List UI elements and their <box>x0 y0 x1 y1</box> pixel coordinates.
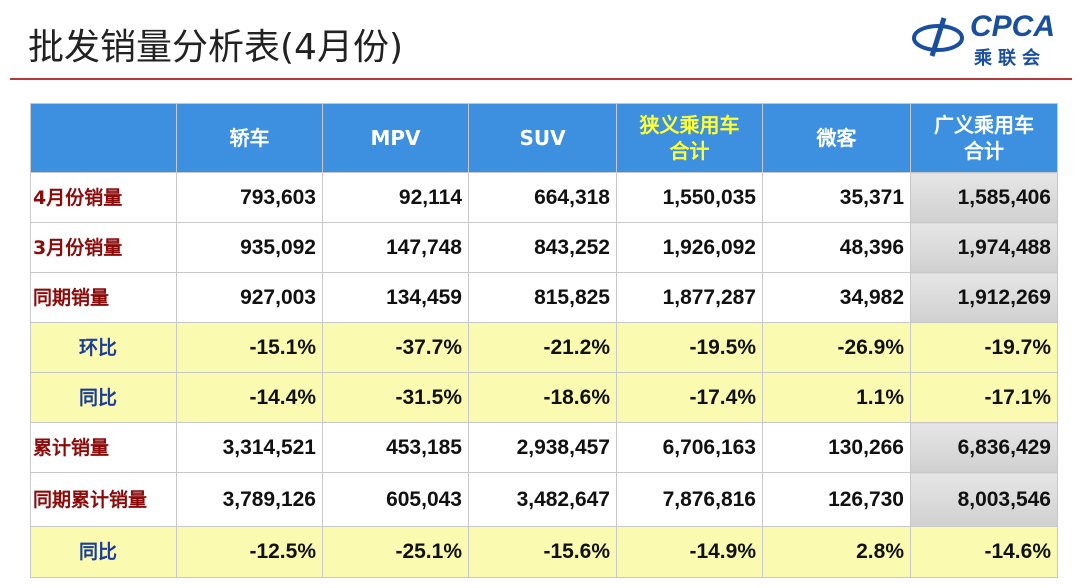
table-row: 同期销量 927,003 134,459 815,825 1,877,287 34,982… <box>30 272 1058 323</box>
header-line: 合计 <box>964 139 1004 163</box>
value-cell: 605,043 <box>322 472 469 527</box>
value-cell: -26.9% <box>762 322 911 373</box>
column-header: MPV <box>322 103 469 173</box>
header-line: 合计 <box>669 139 710 163</box>
value-cell: -37.7% <box>322 322 469 373</box>
value-cell: 8,003,546 <box>910 472 1058 527</box>
logo: CPCA 乘联会 <box>910 8 1060 68</box>
column-header: 轿车 <box>176 103 323 173</box>
value-cell: -19.7% <box>910 322 1058 373</box>
header-line: 狭义乘用车 <box>639 113 740 137</box>
value-cell: -18.6% <box>468 372 617 423</box>
value-cell: 7,876,816 <box>616 472 763 527</box>
value-cell: -17.4% <box>616 372 763 423</box>
value-cell: 6,836,429 <box>910 422 1058 473</box>
value-cell: -31.5% <box>322 372 469 423</box>
logo-main: CPCA <box>970 10 1056 43</box>
value-cell: 843,252 <box>468 222 617 273</box>
value-cell: 147,748 <box>322 222 469 273</box>
value-cell: -17.1% <box>910 372 1058 423</box>
value-cell: 3,789,126 <box>176 472 323 527</box>
logo-icon <box>912 17 964 57</box>
corner-cell <box>30 103 177 173</box>
value-cell: 1,926,092 <box>616 222 763 273</box>
column-header: 微客 <box>762 103 911 173</box>
value-cell: 1,585,406 <box>910 172 1058 223</box>
row-label: 同比 <box>30 372 177 423</box>
value-cell: -14.6% <box>910 526 1058 578</box>
row-label: 4月份销量 <box>30 172 177 223</box>
value-cell: -25.1% <box>322 526 469 578</box>
table-row: 累计销量 3,314,521 453,185 2,938,457 6,706,163 13… <box>30 422 1058 473</box>
row-label: 同期累计销量 <box>30 472 177 527</box>
logo-sub: 乘联会 <box>974 48 1046 68</box>
table-row: 同比 -14.4% -31.5% -18.6% -17.4% 1.1% -17.1% <box>30 372 1058 423</box>
value-cell: 2,938,457 <box>468 422 617 473</box>
sales-table: 轿车 MPV SUV 狭义乘用车 合计 微客 广义乘用车 合计 4月份销量 793,603 92,… <box>30 103 1058 578</box>
value-cell: 1,877,287 <box>616 272 763 323</box>
value-cell: 3,314,521 <box>176 422 323 473</box>
value-cell: -21.2% <box>468 322 617 373</box>
slide-title: 批发销量分析表(4月份) <box>28 27 403 68</box>
table-row: 4月份销量 793,603 92,114 664,318 1,550,035 35,371… <box>30 172 1058 223</box>
value-cell: 935,092 <box>176 222 323 273</box>
value-cell: 34,982 <box>762 272 911 323</box>
value-cell: 6,706,163 <box>616 422 763 473</box>
value-cell: 1,974,488 <box>910 222 1058 273</box>
value-cell: 1,550,035 <box>616 172 763 223</box>
column-header: SUV <box>468 103 617 173</box>
value-cell: 815,825 <box>468 272 617 323</box>
value-cell: 126,730 <box>762 472 911 527</box>
value-cell: -14.4% <box>176 372 323 423</box>
table-row: 环比 -15.1% -37.7% -21.2% -19.5% -26.9% -19.7% <box>30 322 1058 373</box>
table-row: 同比 -12.5% -25.1% -15.6% -14.9% 2.8% -14.6% <box>30 526 1058 578</box>
value-cell: 2.8% <box>762 526 911 578</box>
value-cell: -14.9% <box>616 526 763 578</box>
value-cell: 1.1% <box>762 372 911 423</box>
value-cell: 1,912,269 <box>910 272 1058 323</box>
value-cell: 793,603 <box>176 172 323 223</box>
value-cell: 927,003 <box>176 272 323 323</box>
value-cell: 664,318 <box>468 172 617 223</box>
value-cell: 130,266 <box>762 422 911 473</box>
value-cell: 3,482,647 <box>468 472 617 527</box>
value-cell: 35,371 <box>762 172 911 223</box>
table-row: 同期累计销量 3,789,126 605,043 3,482,647 7,876,816… <box>30 472 1058 527</box>
title-rule <box>10 78 1072 80</box>
header-line: 广义乘用车 <box>934 113 1034 137</box>
column-header: 广义乘用车 合计 <box>910 103 1058 173</box>
header-row: 轿车 MPV SUV 狭义乘用车 合计 微客 广义乘用车 合计 <box>30 103 1058 173</box>
row-label: 同比 <box>30 526 177 578</box>
value-cell: -19.5% <box>616 322 763 373</box>
row-label: 3月份销量 <box>30 222 177 273</box>
row-label: 同期销量 <box>30 272 177 323</box>
value-cell: -12.5% <box>176 526 323 578</box>
value-cell: 134,459 <box>322 272 469 323</box>
value-cell: 48,396 <box>762 222 911 273</box>
value-cell: 92,114 <box>322 172 469 223</box>
table-row: 3月份销量 935,092 147,748 843,252 1,926,092 48,39… <box>30 222 1058 273</box>
row-label: 环比 <box>30 322 177 373</box>
value-cell: -15.1% <box>176 322 323 373</box>
value-cell: -15.6% <box>468 526 617 578</box>
row-label: 累计销量 <box>30 422 177 473</box>
column-header: 狭义乘用车 合计 <box>616 103 763 173</box>
value-cell: 453,185 <box>322 422 469 473</box>
